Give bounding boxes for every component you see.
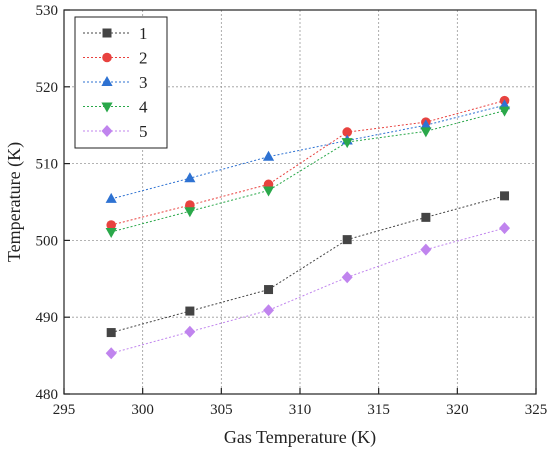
data-point [420,127,432,138]
data-point [184,172,196,183]
data-point [342,235,352,245]
legend-item: 2 [83,49,148,68]
legend-item: 1 [83,24,148,43]
x-axis-label: Gas Temperature (K) [224,427,376,448]
data-point [500,191,510,201]
series-layer [105,95,511,360]
data-point [105,192,117,203]
legend-label: 3 [139,73,148,92]
series-line [111,227,505,354]
data-point [105,347,117,360]
series-1 [106,191,510,338]
data-point [185,306,195,316]
y-tick-label: 510 [36,157,59,173]
x-tick-label: 300 [131,402,154,418]
data-point [264,285,274,295]
y-tick-label: 520 [36,80,59,96]
data-point [184,207,196,218]
series-line [111,110,505,233]
y-tick-label: 530 [36,3,59,19]
y-axis-label: Temperature (K) [4,142,25,262]
series-4 [105,106,511,238]
legend-marker [102,52,112,63]
legend: 1 2 3 4 5 [74,16,168,149]
y-tick-label: 480 [36,387,59,403]
x-tick-label: 325 [525,402,548,418]
data-point [499,222,511,235]
data-point [421,212,431,222]
legend-label: 5 [139,122,148,141]
data-point [105,227,117,238]
series-line [111,100,505,226]
data-point [262,150,275,161]
series-5 [105,222,511,360]
data-point [184,325,196,338]
y-tick-label: 500 [36,233,59,249]
legend-item: 5 [83,122,148,141]
data-point [106,328,116,338]
data-point [420,119,432,130]
legend-marker [101,102,113,113]
data-point [341,271,353,284]
x-tick-label: 320 [446,402,469,418]
series-line [111,104,505,200]
series-line [111,195,505,334]
data-point [262,186,275,197]
data-point [106,220,116,230]
x-tick-label: 315 [367,402,390,418]
data-point [263,304,275,317]
legend-item: 4 [83,98,148,117]
y-tick-label: 490 [36,310,59,326]
data-point [420,243,432,256]
x-tick-label: 310 [289,402,312,418]
data-point [342,127,353,137]
x-tick-label: 305 [210,402,233,418]
legend-marker [101,125,113,137]
x-tick-label: 295 [53,402,76,418]
data-point [498,106,511,117]
legend-label: 2 [139,49,148,68]
legend-label: 4 [139,98,148,117]
legend-marker [101,76,113,86]
legend-item: 3 [83,73,148,92]
legend-marker [102,28,112,38]
data-point [341,138,353,149]
legend-label: 1 [139,24,148,43]
